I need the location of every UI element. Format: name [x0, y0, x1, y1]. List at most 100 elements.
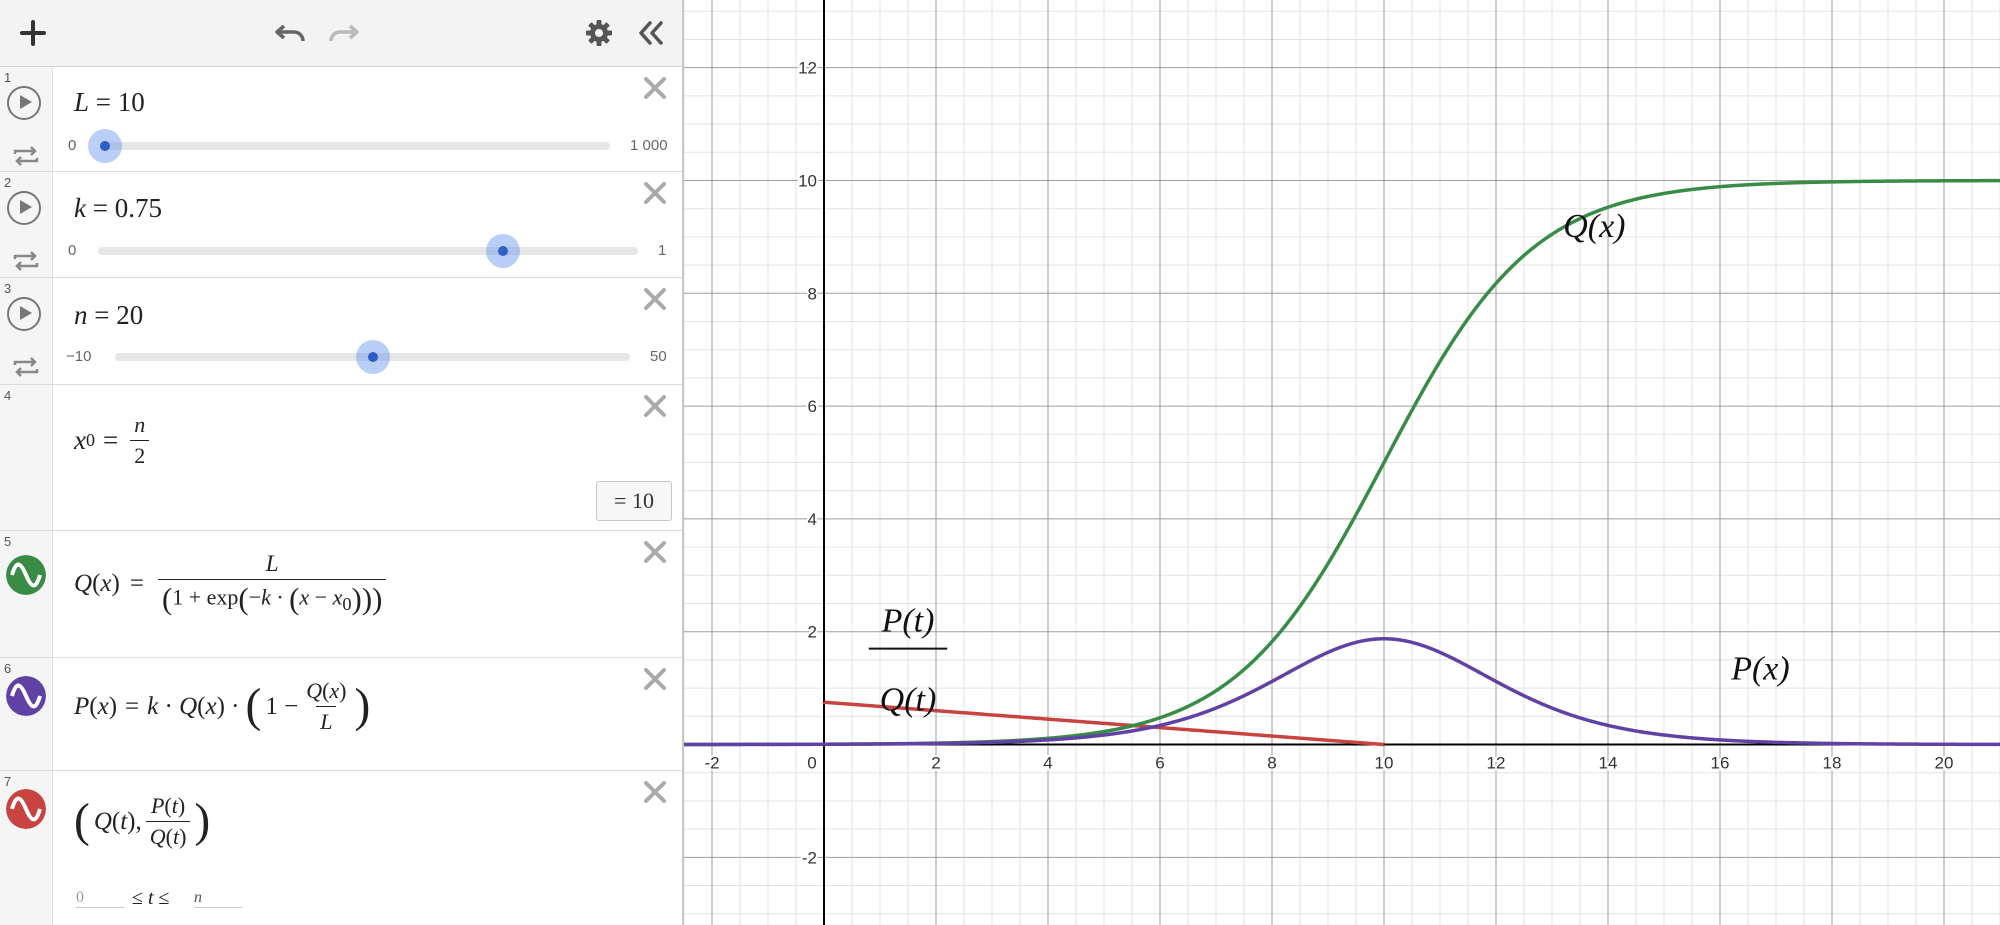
close-icon[interactable]: [640, 664, 670, 694]
tick-labels: -2 0 2 4 6 8 10 12 14 16 18 20 12 10 8 6 4 2 -2: [702, 57, 1955, 870]
row-number: 4: [4, 388, 12, 403]
paren-open: (: [74, 794, 90, 847]
loop-icon[interactable]: [11, 145, 41, 167]
graph-canvas[interactable]: -2 0 2 4 6 8 10 12 14 16 18 20 12 10 8 6 4 2 -2 Q(x) P(x) P(…: [684, 0, 2000, 925]
graph-color-icon-green[interactable]: [6, 555, 46, 595]
slider-expression-n[interactable]: n = 20: [74, 300, 143, 331]
y-tick-label: 4: [808, 510, 817, 529]
y-tick-label: 2: [808, 623, 817, 642]
slider-track[interactable]: [98, 247, 638, 255]
row-number: 5: [4, 534, 12, 549]
expression-row-k[interactable]: 2 k = 0.75 0 1: [0, 172, 682, 278]
play-icon[interactable]: [7, 191, 41, 225]
parametric-expression[interactable]: ( Q(t), P(t) Q(t) ): [74, 793, 210, 850]
play-icon[interactable]: [7, 297, 41, 331]
fraction-numerator: Q(x): [306, 678, 347, 703]
x-tick-label: 4: [1043, 754, 1052, 773]
t-max-input[interactable]: n: [194, 889, 242, 908]
x-tick-label: 12: [1487, 754, 1506, 773]
slider-max[interactable]: 1: [658, 242, 667, 259]
x-tick-label: -2: [704, 754, 719, 773]
close-icon[interactable]: [640, 391, 670, 421]
expression-row-n[interactable]: 3 n = 20 −10 50: [0, 278, 682, 385]
y-tick-label: 8: [808, 284, 817, 303]
equals-sign: =: [94, 300, 110, 330]
slider-track[interactable]: [100, 142, 610, 150]
function-P-lhs: P(x): [74, 692, 118, 720]
fraction-denominator: Q(t): [145, 821, 191, 850]
loop-icon[interactable]: [11, 356, 41, 378]
slider-max[interactable]: 50: [650, 348, 667, 365]
minor-gridlines: [684, 0, 2000, 925]
row-gutter: 7: [0, 771, 53, 925]
parametric-x: Q(t),: [93, 807, 142, 835]
graph-color-icon-purple[interactable]: [6, 676, 46, 716]
plus-icon[interactable]: [10, 0, 56, 66]
fraction: n 2: [130, 412, 150, 469]
slider-expression-k[interactable]: k = 0.75: [74, 193, 162, 224]
slider-max[interactable]: 1 000: [630, 137, 668, 154]
row-gutter: 3: [0, 278, 53, 384]
slider-thumb[interactable]: [355, 340, 390, 374]
curve-P[interactable]: [684, 637, 2000, 747]
close-icon[interactable]: [640, 777, 670, 807]
equals-sign: =: [95, 87, 112, 117]
x-tick-label: 14: [1599, 754, 1618, 773]
expression-row-P[interactable]: 6 P(x) = k · Q(x) · ( 1 − Q(x) L ): [0, 658, 682, 771]
equals-sign: =: [125, 692, 140, 720]
row-gutter: 4: [0, 385, 53, 530]
redo-icon[interactable]: [320, 0, 366, 66]
x-tick-label: 18: [1823, 754, 1842, 773]
loop-icon[interactable]: [11, 250, 41, 272]
slider-min[interactable]: 0: [68, 137, 77, 154]
expression-row-L[interactable]: 1 L = 10 0 1 000: [0, 67, 682, 172]
fraction-denominator: 2: [130, 440, 150, 469]
close-icon[interactable]: [640, 537, 670, 567]
equals-sign: =: [102, 425, 119, 455]
one-minus: 1 −: [265, 692, 299, 720]
function-expression-P[interactable]: P(x) = k · Q(x) · ( 1 − Q(x) L ): [74, 678, 370, 735]
expression-row-Q[interactable]: 5 Q(x) = L (1 + exp(−k · (x − x0))): [0, 531, 682, 658]
paren-open: (: [245, 679, 262, 732]
function-P-rhs: k · Q(x) ·: [147, 692, 240, 720]
undo-icon[interactable]: [268, 0, 314, 66]
fraction: Q(x) L: [302, 678, 350, 735]
close-icon[interactable]: [640, 73, 670, 103]
slider-min[interactable]: 0: [68, 242, 77, 259]
row-number: 2: [4, 175, 12, 190]
paren-close: ): [194, 794, 211, 847]
close-icon[interactable]: [640, 178, 670, 208]
expression-panel: 1 L = 10 0 1 000 2 k =: [0, 0, 684, 925]
equals-sign: =: [129, 570, 144, 597]
expression-row-parametric[interactable]: 7 ( Q(t), P(t) Q(t) ) 0 ≤ t ≤ n: [0, 771, 682, 925]
slider-min[interactable]: −10: [66, 348, 92, 365]
row-number: 3: [4, 281, 12, 296]
function-expression-Q[interactable]: Q(x) = L (1 + exp(−k · (x − x0))): [74, 551, 390, 617]
slider-expression-L[interactable]: L = 10: [74, 87, 145, 118]
fraction-denominator: (1 + exp(−k · (x − x0))): [157, 579, 387, 617]
row-gutter: 5: [0, 531, 53, 657]
x-tick-label: 2: [931, 754, 940, 773]
variable-subscript: 0: [85, 430, 95, 450]
slider-value: 0.75: [114, 193, 162, 223]
row-number: 1: [4, 70, 12, 85]
curve-labels: Q(x) P(x) P(t) Q(t): [868, 208, 1790, 719]
graph-color-icon-red[interactable]: [6, 789, 46, 829]
gear-icon[interactable]: [577, 0, 621, 66]
play-icon[interactable]: [7, 86, 41, 120]
slider-thumb[interactable]: [88, 129, 123, 163]
parametric-curve[interactable]: [822, 700, 1386, 747]
fraction-numerator: n: [134, 412, 146, 437]
slider-thumb[interactable]: [486, 234, 520, 268]
close-icon[interactable]: [640, 284, 670, 314]
double-chevron-left-icon[interactable]: [628, 0, 674, 66]
y-tick-label: 10: [798, 171, 817, 190]
fraction-denominator: L: [316, 706, 337, 735]
t-range-label: ≤ t ≤: [132, 887, 170, 909]
t-min-input[interactable]: 0: [76, 889, 124, 908]
label-ratio-numerator: P(t): [881, 603, 935, 640]
x-tick-label: 10: [1375, 754, 1394, 773]
fraction: L (1 + exp(−k · (x − x0))): [157, 551, 387, 617]
